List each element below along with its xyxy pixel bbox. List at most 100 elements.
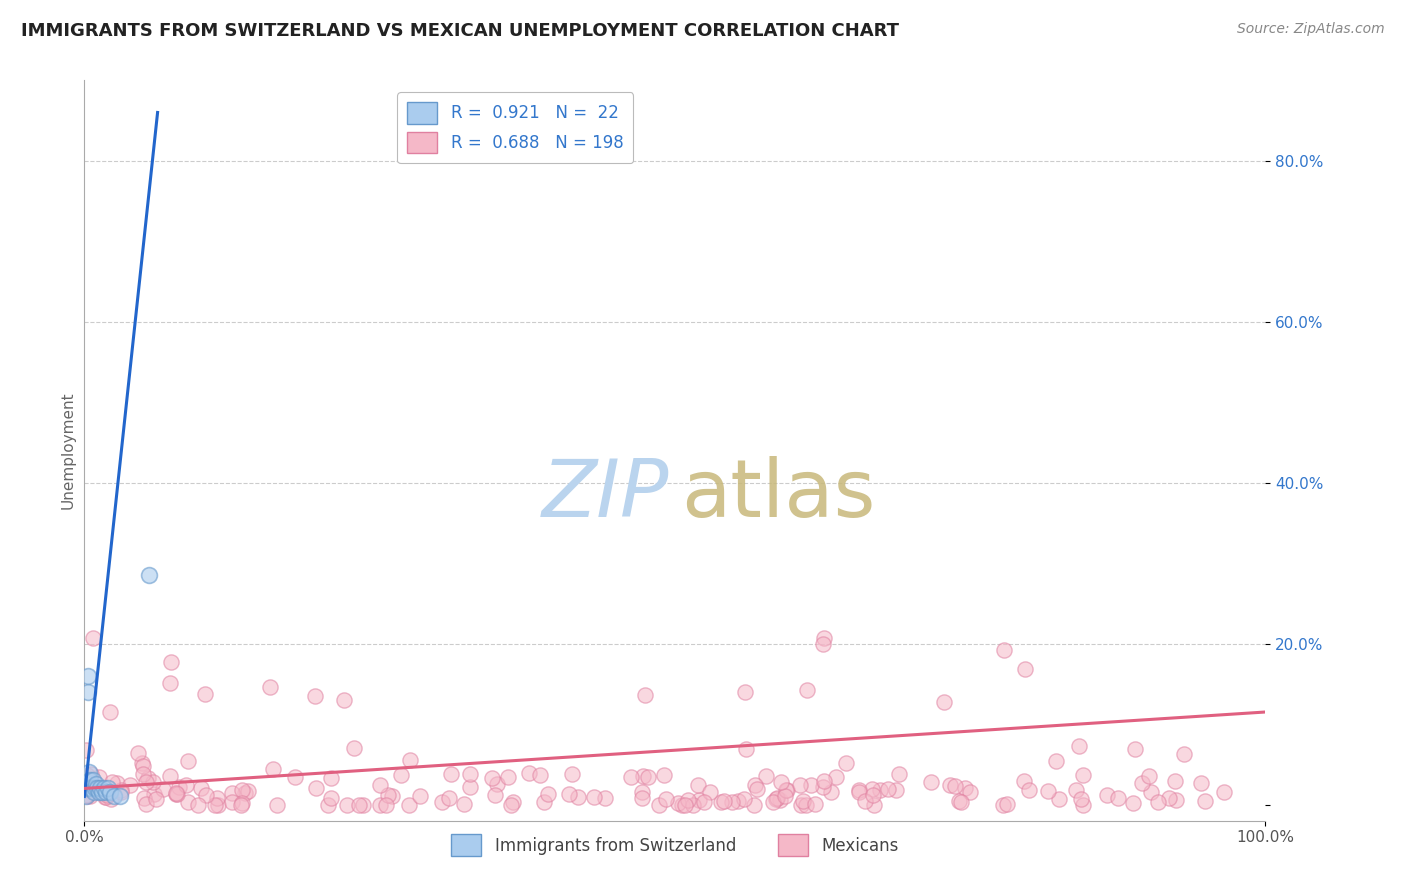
- Point: [79, 789, 101, 803]
- Point: [152, 782, 174, 797]
- Point: [1159, 791, 1181, 805]
- Point: [80, 767, 103, 781]
- Point: [138, 771, 160, 785]
- Point: [238, 784, 260, 798]
- Point: [319, 791, 342, 805]
- Point: [1069, 739, 1091, 754]
- Point: [79, 781, 101, 796]
- Point: [877, 781, 900, 796]
- Point: [484, 789, 506, 803]
- Point: [1066, 783, 1088, 797]
- Point: [1123, 742, 1146, 756]
- Point: [676, 793, 699, 807]
- Point: [134, 791, 156, 805]
- Point: [991, 797, 1014, 812]
- Point: [790, 797, 813, 812]
- Point: [229, 797, 252, 812]
- Point: [699, 785, 721, 799]
- Point: [262, 762, 284, 776]
- Point: [343, 740, 366, 755]
- Point: [107, 776, 129, 790]
- Point: [631, 785, 654, 799]
- Point: [948, 794, 970, 808]
- Point: [765, 792, 787, 806]
- Point: [688, 793, 710, 807]
- Point: [94, 790, 117, 805]
- Point: [997, 797, 1019, 811]
- Point: [77, 669, 100, 683]
- Point: [955, 780, 977, 795]
- Point: [869, 783, 891, 797]
- Point: [94, 790, 117, 805]
- Point: [440, 767, 463, 781]
- Point: [174, 778, 197, 792]
- Point: [333, 693, 356, 707]
- Point: [1194, 794, 1216, 808]
- Point: [561, 767, 583, 781]
- Point: [762, 795, 785, 809]
- Point: [165, 788, 187, 802]
- Point: [932, 695, 955, 709]
- Point: [82, 773, 104, 788]
- Point: [375, 797, 398, 812]
- Point: [813, 637, 835, 651]
- Point: [389, 767, 412, 781]
- Point: [167, 780, 190, 794]
- Point: [1018, 783, 1040, 797]
- Point: [673, 797, 696, 812]
- Point: [75, 788, 97, 802]
- Point: [637, 770, 659, 784]
- Point: [77, 685, 100, 699]
- Point: [135, 797, 157, 811]
- Point: [1014, 773, 1036, 788]
- Point: [304, 689, 326, 703]
- Point: [231, 796, 253, 810]
- Point: [97, 781, 120, 796]
- Point: [654, 792, 676, 806]
- Point: [631, 769, 654, 783]
- Point: [775, 782, 797, 797]
- Point: [721, 795, 744, 809]
- Point: [496, 770, 519, 784]
- Point: [886, 783, 908, 797]
- Point: [938, 778, 960, 792]
- Point: [682, 797, 704, 812]
- Point: [634, 688, 657, 702]
- Point: [316, 797, 339, 812]
- Point: [177, 754, 200, 768]
- Point: [1130, 776, 1153, 790]
- Legend: Immigrants from Switzerland, Mexicans: Immigrants from Switzerland, Mexicans: [443, 826, 907, 864]
- Point: [76, 789, 98, 804]
- Point: [993, 642, 1015, 657]
- Point: [159, 769, 181, 783]
- Point: [1014, 663, 1036, 677]
- Point: [84, 781, 107, 796]
- Y-axis label: Unemployment: Unemployment: [60, 392, 76, 509]
- Point: [1107, 791, 1129, 805]
- Text: Source: ZipAtlas.com: Source: ZipAtlas.com: [1237, 22, 1385, 37]
- Point: [820, 785, 842, 799]
- Point: [159, 656, 181, 670]
- Point: [138, 568, 160, 582]
- Point: [93, 781, 115, 796]
- Point: [773, 789, 796, 804]
- Point: [231, 783, 253, 797]
- Point: [813, 780, 835, 794]
- Point: [620, 770, 643, 784]
- Point: [1189, 776, 1212, 790]
- Text: ZIP: ZIP: [541, 456, 669, 534]
- Point: [458, 780, 481, 794]
- Point: [745, 781, 768, 796]
- Point: [91, 785, 114, 799]
- Point: [766, 791, 789, 805]
- Point: [453, 797, 475, 812]
- Point: [207, 797, 229, 812]
- Point: [755, 769, 778, 783]
- Point: [98, 785, 121, 799]
- Point: [94, 785, 117, 799]
- Text: atlas: atlas: [681, 456, 875, 534]
- Point: [1122, 796, 1144, 810]
- Point: [860, 782, 883, 797]
- Point: [950, 795, 973, 809]
- Point: [80, 785, 103, 799]
